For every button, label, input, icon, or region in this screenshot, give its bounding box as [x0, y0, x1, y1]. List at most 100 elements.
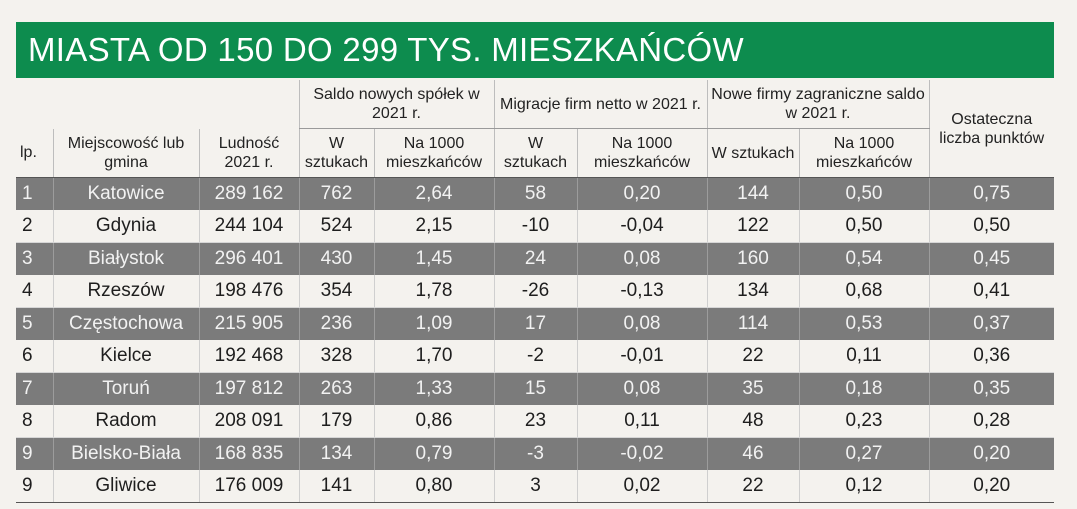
header-migracje-w-sztukach: W sztukach [493, 128, 577, 178]
cell-migracje-na-1000: 0,20 [576, 177, 707, 210]
cell-lp: 5 [16, 307, 53, 340]
cell-lp: 9 [16, 437, 53, 470]
cell-migracje-w-sztukach: 17 [493, 307, 577, 340]
cell-spolki-na-1000: 1,09 [373, 307, 494, 340]
cell-zagraniczne-w-sztukach: 134 [706, 275, 799, 308]
cell-points: 0,20 [928, 470, 1055, 503]
cell-zagraniczne-na-1000: 0,68 [798, 275, 930, 308]
cell-migracje-na-1000: 0,08 [576, 372, 707, 405]
table-row: 4 Rzeszów 198 476 354 1,78 -26 -0,13 134 0,68 0,4… [16, 275, 1055, 308]
header-zagraniczne-w-sztukach: W sztukach [706, 128, 799, 178]
cell-migracje-w-sztukach: 24 [493, 242, 577, 275]
cell-zagraniczne-w-sztukach: 46 [706, 437, 799, 470]
cell-city: Toruń [52, 372, 199, 405]
header-spolki-na-1000: Na 1000 mieszkańców [373, 128, 494, 178]
table-row: 8 Radom 208 091 179 0,86 23 0,11 48 0,23 0,28 [16, 405, 1055, 438]
cell-spolki-w-sztukach: 141 [298, 470, 374, 503]
cell-spolki-w-sztukach: 354 [298, 275, 374, 308]
cell-spolki-na-1000: 1,45 [373, 242, 494, 275]
cell-spolki-w-sztukach: 762 [298, 177, 374, 210]
cell-migracje-na-1000: 0,08 [576, 242, 707, 275]
cell-city: Bielsko-Biała [52, 437, 199, 470]
cell-lp: 7 [16, 372, 53, 405]
cell-zagraniczne-w-sztukach: 144 [706, 177, 799, 210]
header-points: Ostateczna liczba punktów [928, 80, 1055, 178]
header-spolki-w-sztukach: W sztukach [298, 128, 374, 178]
cell-population: 296 401 [198, 242, 299, 275]
cell-migracje-w-sztukach: -3 [493, 437, 577, 470]
cell-zagraniczne-w-sztukach: 160 [706, 242, 799, 275]
cell-population: 192 468 [198, 340, 299, 373]
cell-population: 289 162 [198, 177, 299, 210]
header-row-groups: Saldo nowych spółek w 2021 r. Migracje f… [16, 80, 1055, 178]
cell-zagraniczne-w-sztukach: 22 [706, 340, 799, 373]
cell-zagraniczne-na-1000: 0,50 [798, 210, 930, 243]
cell-spolki-w-sztukach: 263 [298, 372, 374, 405]
cell-points: 0,28 [928, 405, 1055, 438]
cell-migracje-w-sztukach: -2 [493, 340, 577, 373]
cell-zagraniczne-na-1000: 0,53 [798, 307, 930, 340]
cell-city: Katowice [52, 177, 199, 210]
cell-lp: 1 [16, 177, 53, 210]
cell-spolki-w-sztukach: 179 [298, 405, 374, 438]
cell-city: Częstochowa [52, 307, 199, 340]
header-group-spolki: Saldo nowych spółek w 2021 r. [298, 80, 494, 129]
cell-lp: 4 [16, 275, 53, 308]
cell-zagraniczne-w-sztukach: 35 [706, 372, 799, 405]
cell-migracje-na-1000: -0,04 [576, 210, 707, 243]
cell-points: 0,41 [928, 275, 1055, 308]
cell-spolki-w-sztukach: 328 [298, 340, 374, 373]
cell-spolki-w-sztukach: 430 [298, 242, 374, 275]
cell-spolki-na-1000: 0,79 [373, 437, 494, 470]
cell-zagraniczne-na-1000: 0,18 [798, 372, 930, 405]
table-row: 3 Białystok 296 401 430 1,45 24 0,08 160 0,54 0,4… [16, 242, 1055, 275]
cell-points: 0,35 [928, 372, 1055, 405]
cell-spolki-w-sztukach: 524 [298, 210, 374, 243]
cell-points: 0,36 [928, 340, 1055, 373]
cell-population: 215 905 [198, 307, 299, 340]
cell-spolki-na-1000: 1,33 [373, 372, 494, 405]
cell-migracje-w-sztukach: -26 [493, 275, 577, 308]
cell-spolki-na-1000: 1,78 [373, 275, 494, 308]
cell-zagraniczne-na-1000: 0,12 [798, 470, 930, 503]
cell-migracje-w-sztukach: 15 [493, 372, 577, 405]
cell-migracje-na-1000: -0,02 [576, 437, 707, 470]
cell-population: 198 476 [198, 275, 299, 308]
cell-migracje-w-sztukach: -10 [493, 210, 577, 243]
cell-spolki-na-1000: 0,86 [373, 405, 494, 438]
cell-points: 0,45 [928, 242, 1055, 275]
cell-lp: 9 [16, 470, 53, 503]
header-row-columns: lp. Miejscowość lub gmina Ludność 2021 r… [16, 128, 1054, 178]
cell-migracje-w-sztukach: 58 [493, 177, 577, 210]
cell-spolki-w-sztukach: 134 [298, 437, 374, 470]
header-blank [53, 80, 199, 129]
header-group-zagraniczne: Nowe firmy zagraniczne saldo w 2021 r. [706, 80, 930, 129]
table-row: 1 Katowice 289 162 762 2,64 58 0,20 144 0,50 0,75 [16, 177, 1055, 210]
cell-zagraniczne-na-1000: 0,50 [798, 177, 930, 210]
cell-spolki-w-sztukach: 236 [298, 307, 374, 340]
header-city: Miejscowość lub gmina [52, 128, 199, 178]
cell-points: 0,37 [928, 307, 1055, 340]
cell-zagraniczne-na-1000: 0,11 [798, 340, 930, 373]
cell-migracje-na-1000: -0,13 [576, 275, 707, 308]
cell-spolki-na-1000: 2,64 [373, 177, 494, 210]
ranking-table: Saldo nowych spółek w 2021 r. Migracje f… [16, 80, 1055, 503]
table-row: 6 Kielce 192 468 328 1,70 -2 -0,01 22 0,11 0,36 [16, 340, 1055, 373]
cell-city: Gliwice [52, 470, 199, 503]
table-row: 5 Częstochowa 215 905 236 1,09 17 0,08 114 0,53 0… [16, 307, 1055, 340]
cell-population: 244 104 [198, 210, 299, 243]
cell-migracje-w-sztukach: 23 [493, 405, 577, 438]
cell-population: 168 835 [198, 437, 299, 470]
header-population: Ludność 2021 r. [198, 128, 299, 178]
cell-zagraniczne-w-sztukach: 22 [706, 470, 799, 503]
cell-lp: 8 [16, 405, 53, 438]
cell-zagraniczne-na-1000: 0,23 [798, 405, 930, 438]
table-title-banner: MIASTA OD 150 DO 299 TYS. MIESZKAŃCÓW [16, 22, 1054, 78]
cell-zagraniczne-w-sztukach: 48 [706, 405, 799, 438]
cell-migracje-na-1000: 0,08 [576, 307, 707, 340]
cell-population: 176 009 [198, 470, 299, 503]
table-row: 9 Bielsko-Biała 168 835 134 0,79 -3 -0,02 46 0,2… [16, 437, 1055, 470]
header-lp: lp. [16, 128, 53, 178]
header-zagraniczne-na-1000: Na 1000 mieszkańców [798, 128, 930, 178]
cell-migracje-na-1000: 0,11 [576, 405, 707, 438]
